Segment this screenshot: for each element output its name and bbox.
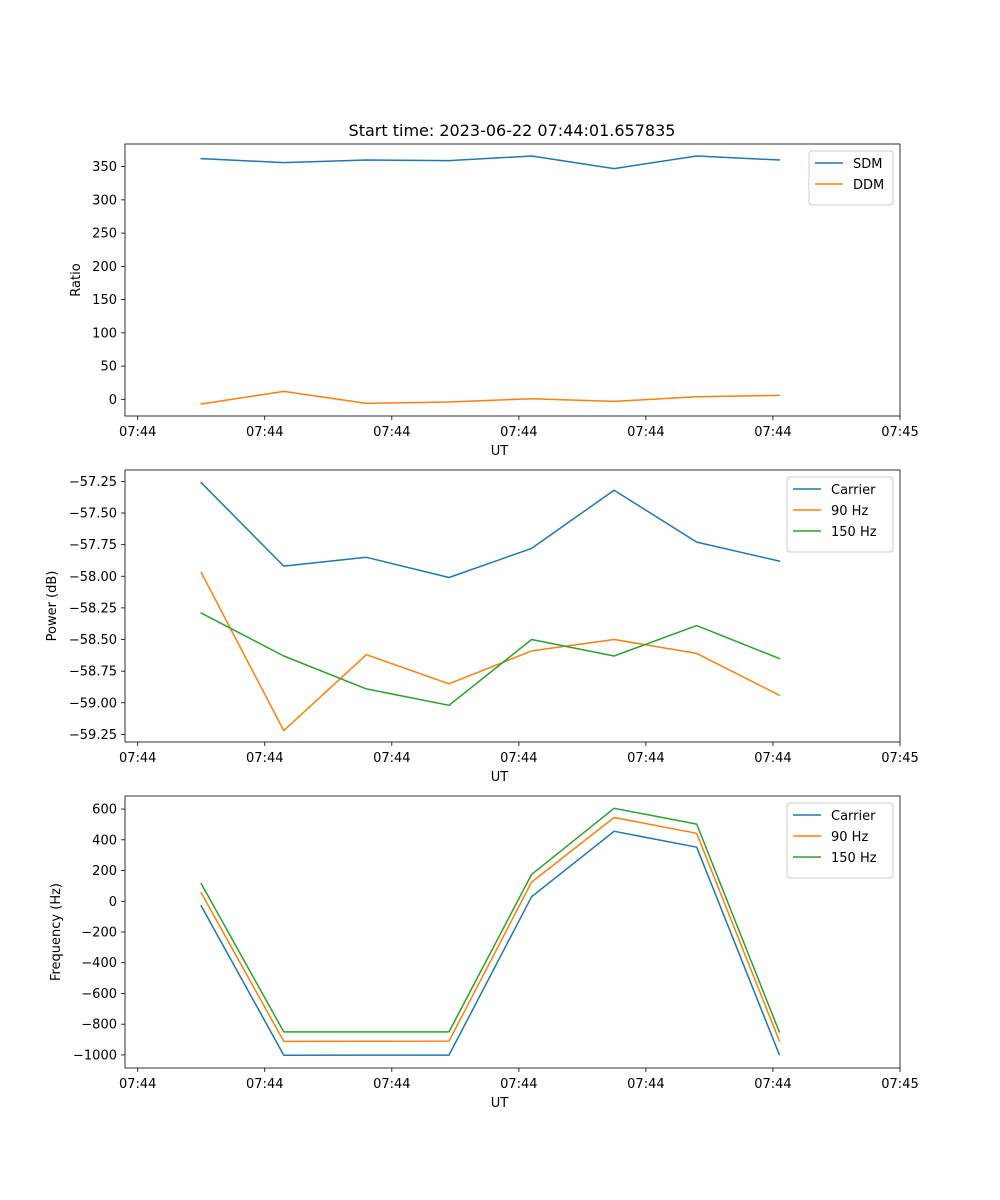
y-tick-label: −200 [81,926,117,941]
y-tick-label: 0 [109,895,117,910]
series-line-150-hz [200,807,781,1033]
x-tick-label: 07:44 [246,751,283,766]
panel-1: 07:44 07:44 07:44 07:44 07:44 07:44 07:45 0 50 10… [69,143,919,459]
y-tick-label: −1000 [73,1048,117,1063]
legend-label: DDM [853,178,884,193]
x-tick-label: 07:44 [627,751,664,766]
x-tick-label: 07:44 [500,425,537,440]
y-tick-label: −400 [81,956,117,971]
y-tick-label: −57.25 [69,475,117,490]
y-tick-label: 300 [92,193,117,208]
x-tick-label: 07:44 [500,1077,537,1092]
legend-label: 90 Hz [831,504,868,519]
series-line-sdm [200,155,781,170]
y-tick-label: 600 [92,803,117,818]
x-tick-label: 07:44 [754,751,791,766]
y-tick-label: 150 [92,293,117,308]
y-tick-label: −57.75 [69,538,117,553]
x-tick-label: 07:44 [119,1077,156,1092]
x-axis-label: UT [491,770,509,785]
x-tick-label: 07:44 [246,425,283,440]
y-tick-label: −58.50 [69,633,117,648]
axes-frame [124,469,901,743]
series-line-carrier [200,481,781,579]
legend-label: Carrier [831,809,876,824]
panel-3: 07:44 07:44 07:44 07:44 07:44 07:44 07:45 −1000… [49,795,919,1111]
series-line-carrier [200,830,781,1056]
legend-label: SDM [853,157,882,172]
y-axis-label: Power (dB) [45,571,60,642]
axes-frame [124,143,901,417]
y-tick-label: −600 [81,987,117,1002]
y-tick-label: 100 [92,326,117,341]
series-line-90-hz [200,816,781,1043]
series-line-90-hz [200,571,781,732]
x-tick-label: 07:45 [881,1077,918,1092]
x-tick-label: 07:44 [373,1077,410,1092]
x-axis-label: UT [491,1096,509,1111]
y-tick-label: −59.00 [69,696,117,711]
panels: 07:44 07:44 07:44 07:44 07:44 07:44 07:45 0 50 10… [45,143,919,1111]
x-tick-label: 07:44 [246,1077,283,1092]
y-tick-label: 0 [109,393,117,408]
y-tick-label: 400 [92,833,117,848]
y-tick-label: −58.25 [69,601,117,616]
x-tick-label: 07:44 [627,425,664,440]
series-line-ddm [200,390,781,405]
legend-label: 90 Hz [831,830,868,845]
y-tick-label: −57.50 [69,507,117,522]
x-tick-label: 07:44 [119,751,156,766]
y-tick-label: −58.00 [69,570,117,585]
series-line-150-hz [200,611,781,707]
legend-label: 150 Hz [831,525,877,540]
y-axis-label: Frequency (Hz) [49,883,64,981]
figure-title: Start time: 2023-06-22 07:44:01.657835 [349,121,676,140]
x-tick-label: 07:44 [754,425,791,440]
legend-label: Carrier [831,483,876,498]
y-tick-label: 200 [92,260,117,275]
legend: SDM DDM [808,150,894,206]
y-tick-label: −59.25 [69,728,117,743]
x-tick-label: 07:45 [881,751,918,766]
legend-label: 150 Hz [831,851,877,866]
x-tick-label: 07:44 [373,425,410,440]
legend-box [786,476,894,553]
x-tick-label: 07:44 [500,751,537,766]
y-axis-label: Ratio [69,263,84,296]
x-axis-label: UT [491,444,509,459]
x-tick-label: 07:44 [754,1077,791,1092]
y-tick-label: 200 [92,864,117,879]
y-tick-label: 350 [92,160,117,175]
y-tick-label: −800 [81,1018,117,1033]
x-tick-label: 07:44 [119,425,156,440]
legend-box [786,802,894,879]
x-tick-label: 07:44 [373,751,410,766]
y-tick-label: 50 [100,360,117,375]
legend: Carrier 90 Hz 150 Hz [786,802,894,879]
legend: Carrier 90 Hz 150 Hz [786,476,894,553]
legend-box [808,150,894,206]
y-tick-label: −58.75 [69,665,117,680]
panel-2: 07:44 07:44 07:44 07:44 07:44 07:44 07:45 −59.2… [45,469,919,785]
x-tick-label: 07:44 [627,1077,664,1092]
x-tick-label: 07:45 [881,425,918,440]
y-tick-label: 250 [92,227,117,242]
